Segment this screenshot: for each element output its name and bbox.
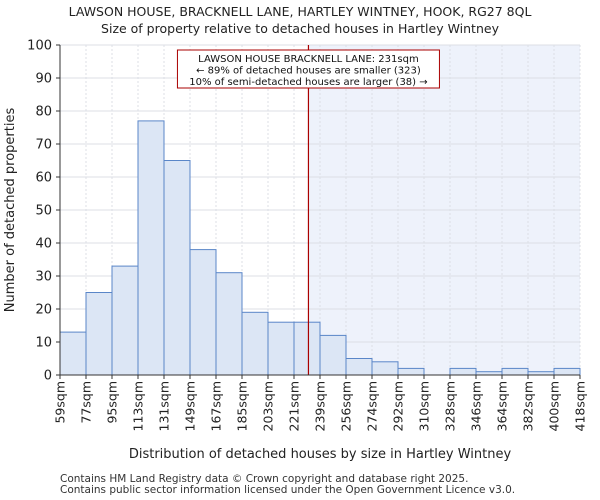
bar [85,292,113,376]
y-tick-label: 70 [35,138,52,153]
x-tick-label: 77sqm [79,381,94,424]
bar [163,160,191,376]
bar [371,361,399,376]
x-tick-label: 310sqm [417,381,432,431]
x-tick-label: 418sqm [573,381,588,431]
footer-line-1: Contains HM Land Registry data © Crown c… [60,473,469,485]
x-tick-label: 400sqm [547,381,562,431]
annotation-line-2: ← 89% of detached houses are smaller (32… [196,66,421,77]
y-tick-label: 60 [35,171,52,186]
bar [215,272,243,376]
x-tick-label: 203sqm [261,381,276,431]
bar [241,311,269,376]
y-tick-label: 80 [35,105,52,120]
x-tick-label: 382sqm [521,381,536,431]
x-tick-label: 292sqm [391,381,406,431]
y-tick-label: 10 [35,336,52,351]
y-tick-label: 100 [27,39,52,54]
bar [59,331,87,376]
bar [345,358,373,376]
x-tick-label: 239sqm [313,381,328,431]
y-axis-label: Number of detached properties [3,108,18,313]
footer-line-2: Contains public sector information licen… [60,484,516,496]
y-tick-label: 90 [35,72,52,87]
annotation-line-1: LAWSON HOUSE BRACKNELL LANE: 231sqm [198,54,419,65]
annotation-box [176,49,440,89]
bar [189,249,217,376]
x-tick-label: 274sqm [365,381,380,431]
y-tick-label: 30 [35,270,52,285]
y-tick-label: 20 [35,303,52,318]
x-tick-label: 256sqm [339,381,354,431]
x-tick-label: 113sqm [131,381,146,431]
annotation-line-3: 10% of semi-detached houses are larger (… [189,77,427,88]
y-tick-label: 40 [35,237,52,252]
x-tick-label: 95sqm [105,381,120,424]
bar [501,367,529,376]
x-tick-label: 328sqm [443,381,458,431]
bar [319,334,347,376]
chart-title: LAWSON HOUSE, BRACKNELL LANE, HARTLEY WI… [68,4,532,19]
bar [553,367,581,376]
chart-subtitle: Size of property relative to detached ho… [101,21,499,36]
y-tick-label: 50 [35,204,52,219]
x-tick-label: 221sqm [287,381,302,431]
x-tick-label: 131sqm [157,381,172,431]
x-tick-label: 149sqm [183,381,198,431]
bar [111,265,139,376]
bar [449,367,477,376]
bar [137,120,165,376]
bar [397,367,425,376]
x-tick-label: 364sqm [495,381,510,431]
x-tick-label: 185sqm [235,381,250,431]
x-tick-label: 59sqm [53,381,68,424]
x-tick-label: 346sqm [469,381,484,431]
x-tick-label: 167sqm [209,381,224,431]
bar [293,321,321,376]
x-axis-label: Distribution of detached houses by size … [129,447,512,462]
y-tick-label: 0 [44,369,52,384]
bar [267,321,295,376]
